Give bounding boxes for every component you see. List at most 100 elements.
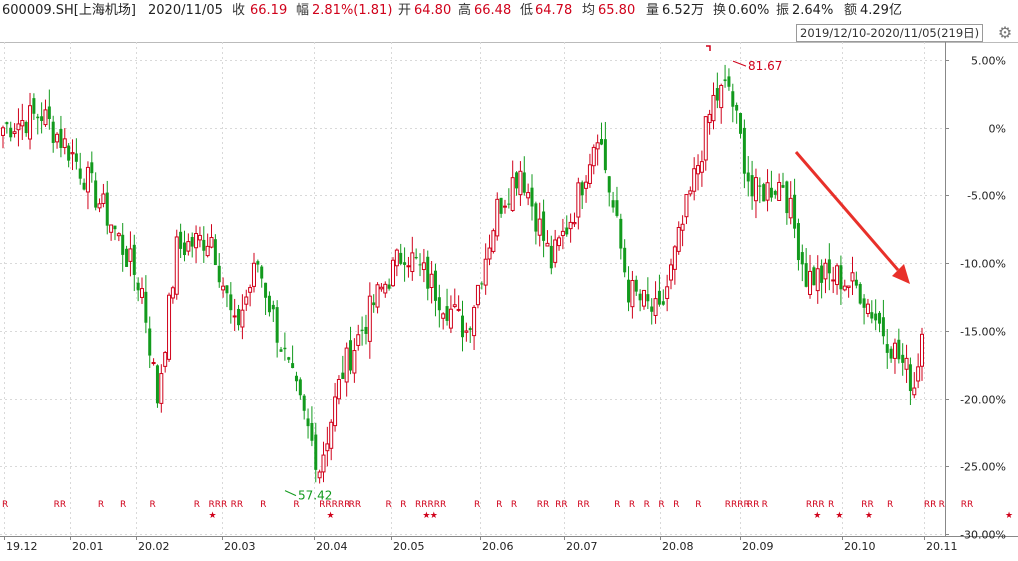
r-marker: R <box>150 500 156 510</box>
candle-body-up <box>163 352 168 367</box>
volume-label: 量 <box>646 3 660 18</box>
x-tick-label: 20.01 <box>72 540 104 553</box>
candle-body-down <box>623 247 627 273</box>
amplitude-value: 2.64% <box>792 3 834 18</box>
candle-body-down <box>229 294 233 311</box>
candle-body-down <box>105 192 109 226</box>
candle-body-down <box>522 172 526 193</box>
candle-body-down <box>267 295 271 313</box>
candle-body-up <box>696 165 701 175</box>
candle-body-down <box>897 339 901 360</box>
candle-body-down <box>403 262 407 265</box>
candle-body-up <box>151 362 156 365</box>
candle-body-up <box>221 285 226 291</box>
candle-body-down <box>646 294 650 302</box>
star-marker: ★ <box>209 511 217 521</box>
candle-body-down <box>9 127 13 138</box>
candle-body-down <box>661 301 665 305</box>
candle-body-down <box>758 185 762 187</box>
r-marker: RRR <box>209 500 228 510</box>
candle-body-down <box>260 266 264 279</box>
stock-code[interactable]: 600009.SH[上海机场] <box>2 3 136 18</box>
candle-body-down <box>271 304 275 310</box>
low-label: 低 <box>520 3 534 18</box>
candle-body-up <box>406 265 411 268</box>
candle-body-up <box>842 285 847 291</box>
candle-body-up <box>595 142 600 150</box>
x-tick-label: 20.04 <box>316 540 348 553</box>
candle-body-up <box>383 283 388 294</box>
candle-body-up <box>491 230 496 252</box>
candle-body-up <box>831 279 836 282</box>
r-marker: R <box>98 500 104 510</box>
x-tick-label: 20.06 <box>482 540 514 553</box>
candle-body-up <box>452 304 457 308</box>
candle-body-up <box>518 170 523 196</box>
candle-body-up <box>475 284 480 306</box>
r-marker: R <box>762 500 768 510</box>
volume-value: 6.52万 <box>662 3 704 18</box>
candle-body-down <box>202 239 206 251</box>
candle-body-up <box>487 247 492 260</box>
amount-label: 额 <box>844 3 858 18</box>
star-marker: ★ <box>327 511 335 521</box>
r-marker: RR <box>231 500 244 510</box>
y-tick-label: -10.00% <box>960 258 1006 271</box>
candle-body-down <box>785 181 789 214</box>
open-value: 64.80 <box>414 3 452 18</box>
candle-body-up <box>390 259 395 287</box>
r-marker: RR <box>961 500 974 510</box>
candle-body-up <box>62 138 67 149</box>
r-marker: R <box>695 500 701 510</box>
date-range-selector[interactable]: 2019/12/10-2020/11/05(219日) <box>796 24 984 42</box>
candle-body-down <box>78 168 82 179</box>
candle-body-up <box>719 84 724 109</box>
turnover-label: 换 <box>713 3 727 18</box>
y-tick-label: 5.00% <box>971 55 1006 68</box>
candle-body-up <box>333 396 338 427</box>
candle-body-down <box>854 279 858 286</box>
x-axis-labels: 19.12 20.01 20.02 20.03 20.04 20.05 20.06 20.07… <box>6 540 958 553</box>
candle-body-down <box>225 285 229 294</box>
r-marker: RR <box>747 500 760 510</box>
change-label: 幅 <box>296 3 310 18</box>
candle-body-up <box>865 303 870 315</box>
candle-body-up <box>344 347 349 383</box>
candle-body-down <box>399 252 403 264</box>
candle-body-down <box>549 245 553 269</box>
candle-body-up <box>448 308 453 329</box>
open-label: 开 <box>398 3 412 18</box>
candle-body-down <box>878 312 882 324</box>
r-marker: R <box>2 500 8 510</box>
r-marker: R <box>644 500 650 510</box>
candle-body-down <box>468 328 472 331</box>
r-marker: R <box>194 500 200 510</box>
candle-body-up <box>676 226 681 252</box>
candle-body-up <box>352 350 357 374</box>
candle-body-up <box>653 298 658 316</box>
quote-date: 2020/11/05 <box>148 3 223 18</box>
candle-body-up <box>209 237 214 248</box>
avg-value: 65.80 <box>598 3 636 18</box>
candle-body-up <box>55 133 60 143</box>
candle-body-up <box>248 287 253 293</box>
close-label: 收 <box>232 3 246 18</box>
candle-body-up <box>456 308 461 311</box>
candle-body-up <box>641 289 646 307</box>
r-marker: RR <box>54 500 67 510</box>
r-marker: RR <box>555 500 568 510</box>
candle-body-up <box>823 262 828 280</box>
candle-body-down <box>437 297 441 311</box>
candle-body-down <box>480 283 484 285</box>
gear-icon[interactable]: ⚙ <box>997 23 1013 42</box>
candle-body-down <box>67 145 71 161</box>
candle-body-up <box>502 205 507 208</box>
candle-body-up <box>630 280 635 308</box>
candle-body-up <box>197 234 202 241</box>
y-tick-label: -30.00% <box>960 529 1006 542</box>
gridlines <box>0 42 1018 540</box>
candle-body-down <box>611 200 615 208</box>
r-marker: RRRRR <box>415 500 446 510</box>
